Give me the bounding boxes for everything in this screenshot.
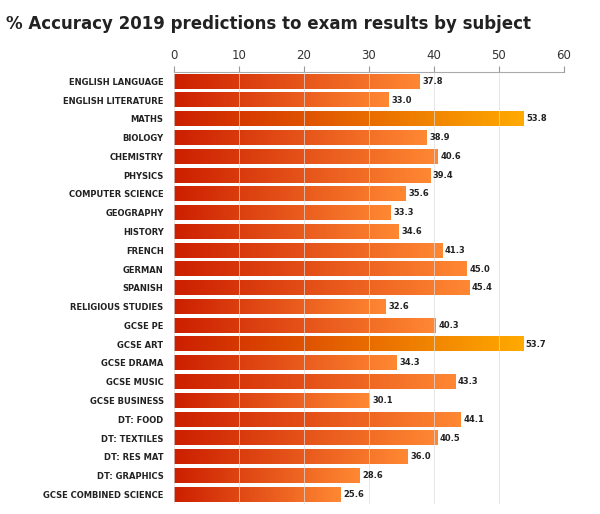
Text: 25.6: 25.6 — [343, 490, 364, 499]
Text: 45.0: 45.0 — [469, 265, 490, 273]
Text: 44.1: 44.1 — [463, 415, 484, 424]
Text: 38.9: 38.9 — [430, 133, 450, 142]
Text: 34.6: 34.6 — [401, 227, 422, 236]
Text: % Accuracy 2019 predictions to exam results by subject: % Accuracy 2019 predictions to exam resu… — [6, 15, 531, 33]
Text: 34.3: 34.3 — [400, 358, 420, 368]
Text: 53.7: 53.7 — [526, 340, 546, 348]
Text: 40.3: 40.3 — [439, 321, 459, 330]
Text: 43.3: 43.3 — [458, 377, 479, 386]
Text: 30.1: 30.1 — [372, 396, 393, 405]
Text: 33.3: 33.3 — [393, 208, 413, 217]
Text: 35.6: 35.6 — [408, 190, 429, 198]
Text: 39.4: 39.4 — [433, 171, 454, 180]
Text: 33.0: 33.0 — [391, 96, 412, 105]
Text: 37.8: 37.8 — [422, 77, 443, 86]
Text: 40.5: 40.5 — [440, 433, 461, 443]
Text: 40.6: 40.6 — [440, 152, 461, 161]
Text: 28.6: 28.6 — [362, 471, 383, 480]
Text: 45.4: 45.4 — [472, 283, 493, 292]
Text: 32.6: 32.6 — [389, 302, 409, 311]
Text: 36.0: 36.0 — [410, 452, 431, 461]
Text: 41.3: 41.3 — [445, 246, 466, 255]
Text: 53.8: 53.8 — [526, 115, 547, 123]
